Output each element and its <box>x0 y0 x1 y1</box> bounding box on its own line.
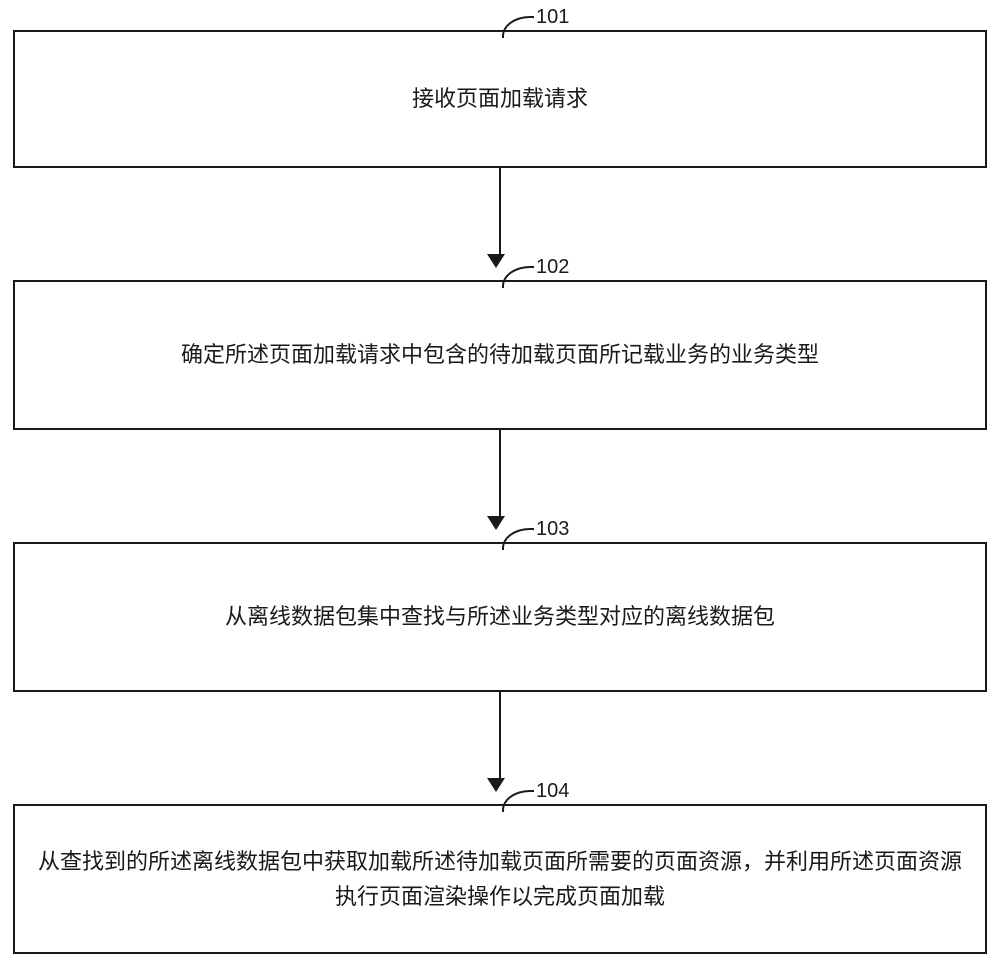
arrow-1 <box>495 168 505 268</box>
flow-node-label-n3: 103 <box>536 518 569 541</box>
lead-curve-n3 <box>502 528 534 550</box>
lead-curve-n1 <box>502 16 534 38</box>
flow-node-n2: 确定所述页面加载请求中包含的待加载页面所记载业务的业务类型 <box>13 280 987 430</box>
flow-node-text: 确定所述页面加载请求中包含的待加载页面所记载业务的业务类型 <box>181 337 819 372</box>
arrow-line <box>499 430 501 516</box>
arrow-line <box>499 692 501 778</box>
flow-node-label-n2: 102 <box>536 256 569 279</box>
arrow-head-icon <box>487 778 505 792</box>
arrow-line <box>499 168 501 254</box>
flow-node-n1: 接收页面加载请求 <box>13 30 987 168</box>
flow-node-label-n1: 101 <box>536 6 569 29</box>
flow-node-text: 接收页面加载请求 <box>412 81 588 116</box>
arrow-2 <box>495 430 505 530</box>
flow-node-n4: 从查找到的所述离线数据包中获取加载所述待加载页面所需要的页面资源，并利用所述页面… <box>13 804 987 954</box>
flow-node-text: 从查找到的所述离线数据包中获取加载所述待加载页面所需要的页面资源，并利用所述页面… <box>35 844 965 914</box>
arrow-3 <box>495 692 505 792</box>
flowchart-canvas: 接收页面加载请求 101 确定所述页面加载请求中包含的待加载页面所记载业务的业务类型… <box>0 0 1000 970</box>
flow-node-n3: 从离线数据包集中查找与所述业务类型对应的离线数据包 <box>13 542 987 692</box>
flow-node-label-n4: 104 <box>536 780 569 803</box>
arrow-head-icon <box>487 516 505 530</box>
flow-node-text: 从离线数据包集中查找与所述业务类型对应的离线数据包 <box>225 599 775 634</box>
arrow-head-icon <box>487 254 505 268</box>
lead-curve-n2 <box>502 266 534 288</box>
lead-curve-n4 <box>502 790 534 812</box>
